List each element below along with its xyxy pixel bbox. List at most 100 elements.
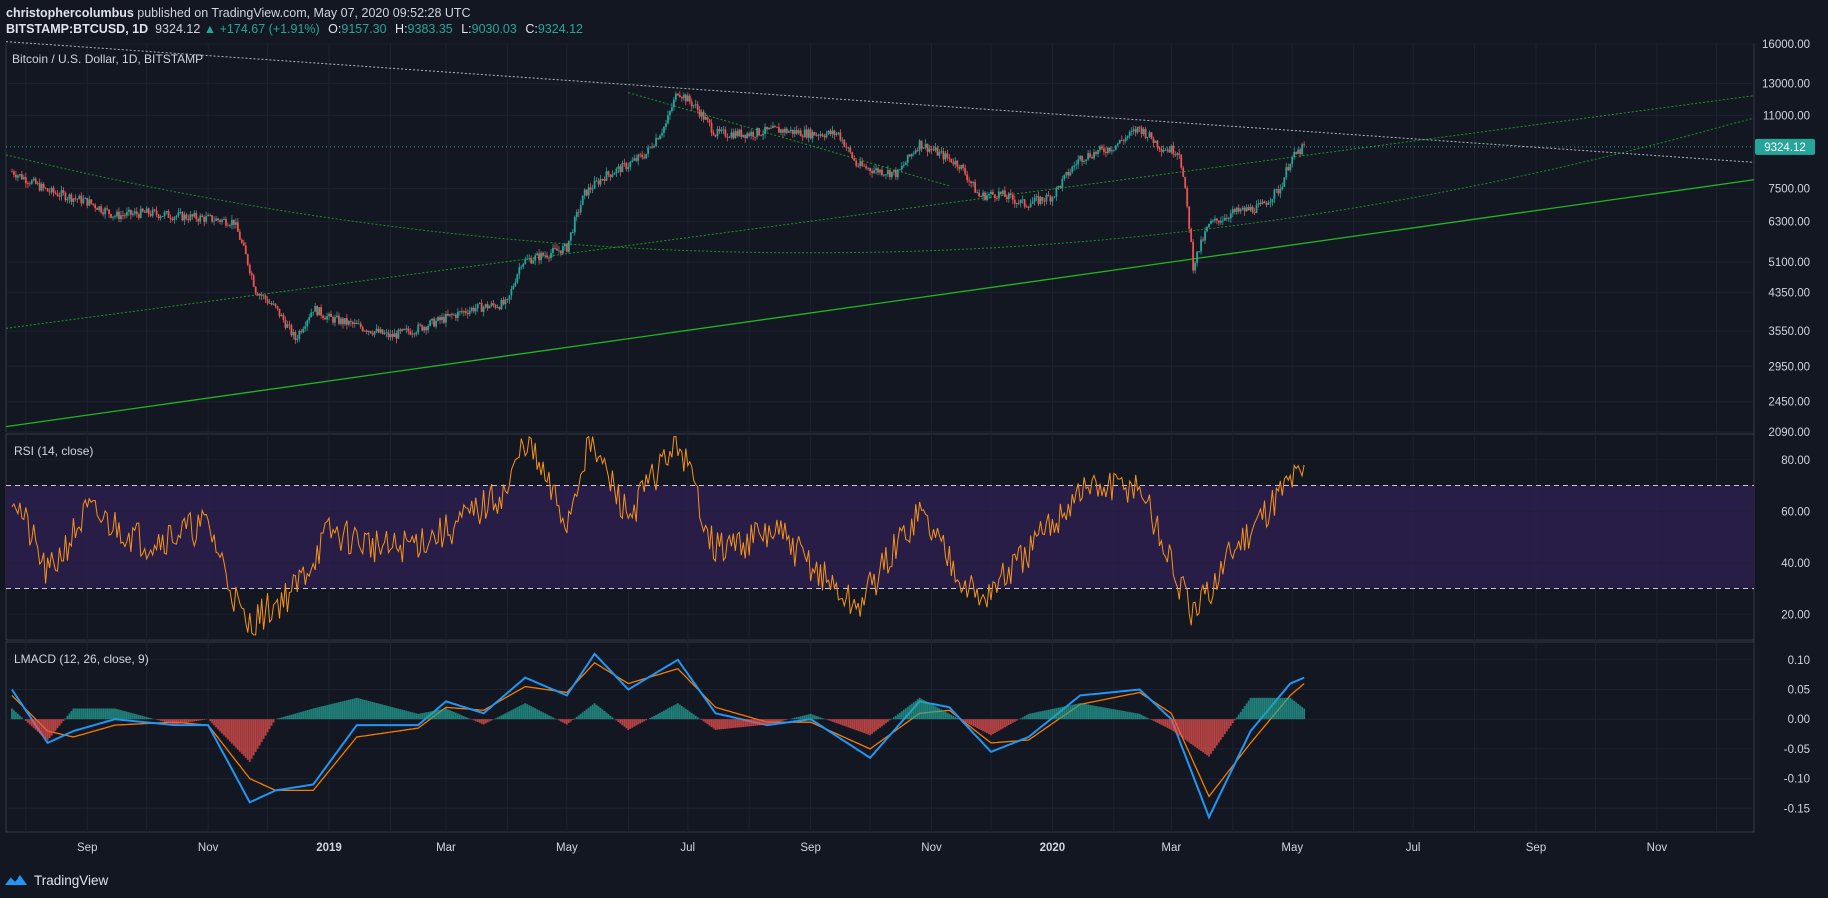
candle-body — [1023, 199, 1026, 207]
macd-histogram-bar — [409, 711, 412, 720]
macd-histogram-bar — [1249, 697, 1252, 720]
candle-body — [1247, 207, 1250, 211]
macd-histogram-bar — [1025, 714, 1028, 720]
candle-body — [288, 324, 291, 326]
trendline-channel-top — [5, 95, 1755, 329]
macd-histogram-bar — [288, 715, 291, 720]
macd-histogram-bar — [821, 718, 824, 720]
macd-histogram-bar — [1182, 719, 1185, 739]
macd-histogram-bar — [405, 710, 408, 720]
macd-histogram-bar — [750, 719, 753, 727]
macd-histogram-bar — [833, 719, 836, 723]
candle-body — [373, 331, 376, 335]
candle-body — [498, 307, 501, 310]
macd-histogram-bar — [264, 719, 267, 736]
author-name[interactable]: christophercolumbus — [6, 6, 134, 20]
symbol-label[interactable]: BITSTAMP:BTCUSD, 1D — [6, 22, 149, 36]
candle-body — [671, 107, 673, 112]
macd-histogram-bar — [110, 708, 112, 720]
chart-frame — [5, 43, 1755, 833]
candle-body — [956, 160, 959, 167]
candle-body — [904, 162, 907, 166]
macd-histogram-bar — [415, 713, 418, 720]
time-axis-label: Nov — [1647, 842, 1668, 854]
macd-histogram-bar — [365, 700, 368, 720]
macd-histogram-bar — [970, 719, 973, 726]
candle-body — [262, 295, 265, 297]
candle-body — [552, 247, 554, 253]
macd-histogram-bar — [686, 710, 689, 720]
candle-body — [324, 317, 326, 320]
candle-body — [597, 180, 600, 185]
candle-body — [627, 166, 630, 169]
macd-histogram-bar — [494, 718, 497, 720]
macd-histogram-bar — [417, 713, 420, 720]
candle-body — [791, 129, 794, 134]
candle-body — [534, 255, 537, 261]
high-label: H: — [395, 22, 408, 36]
price-axis-tick-label: 7500.00 — [1768, 183, 1810, 195]
candle-body — [451, 314, 453, 316]
candle-body — [1107, 147, 1109, 153]
candle-body — [254, 286, 257, 294]
candle-body — [839, 132, 842, 141]
candle-body — [20, 174, 23, 180]
candle-body — [1227, 218, 1230, 220]
candle-body — [1263, 201, 1266, 204]
candle-body — [1188, 206, 1191, 229]
candle-body — [1134, 129, 1137, 133]
macd-histogram-bar — [837, 719, 840, 724]
macd-histogram-bar — [298, 712, 301, 720]
candle-body — [191, 214, 194, 217]
macd-histogram-bar — [621, 719, 624, 726]
tradingview-brand[interactable]: TradingView — [4, 869, 108, 891]
macd-histogram-bar — [359, 698, 362, 720]
macd-histogram-bar — [1075, 703, 1078, 720]
candle-body — [474, 308, 477, 312]
candle-body — [645, 153, 648, 159]
candle-body — [233, 219, 235, 225]
macd-histogram-bar — [332, 703, 334, 720]
macd-histogram-bar — [423, 712, 426, 720]
rsi-axis-tick-label: 60.00 — [1781, 506, 1810, 518]
macd-histogram-bar — [805, 714, 808, 720]
candle-body — [690, 101, 693, 107]
macd-histogram-bar — [887, 719, 889, 722]
candle-body — [609, 174, 612, 177]
macd-histogram-bar — [86, 708, 89, 720]
candle-body — [809, 129, 812, 139]
macd-histogram-bar — [615, 719, 618, 721]
candle-body — [266, 299, 269, 304]
macd-histogram-bar — [1095, 706, 1097, 720]
candle-body — [124, 215, 126, 217]
macd-histogram-bar — [984, 719, 986, 733]
macd-histogram-bar — [1216, 719, 1218, 746]
candle-body — [1122, 140, 1125, 142]
candle-body — [300, 331, 303, 333]
macd-histogram-bar — [516, 707, 519, 720]
macd-histogram-bar — [387, 706, 390, 720]
candle-body — [861, 161, 864, 166]
candle-body — [102, 212, 105, 215]
candle-body — [994, 194, 996, 199]
candle-body — [1116, 143, 1119, 146]
candle-body — [1073, 165, 1076, 167]
macd-histogram-bar — [28, 719, 31, 725]
candle-body — [1217, 220, 1220, 223]
macd-histogram-bar — [894, 715, 897, 720]
macd-histogram-bar — [1132, 712, 1135, 720]
candle-body — [558, 250, 560, 252]
macd-histogram-bar — [375, 702, 378, 720]
macd-histogram-bar — [353, 698, 356, 720]
candle-body — [286, 324, 289, 328]
candle-body — [1178, 153, 1181, 155]
macd-histogram-bar — [292, 714, 295, 720]
candle-body — [56, 193, 59, 197]
candle-body — [520, 266, 523, 268]
macd-histogram-bar — [532, 707, 535, 720]
macd-histogram-bar — [863, 719, 866, 734]
candle-body — [1160, 149, 1163, 152]
candle-body — [409, 331, 412, 335]
candle-body — [1225, 217, 1228, 219]
